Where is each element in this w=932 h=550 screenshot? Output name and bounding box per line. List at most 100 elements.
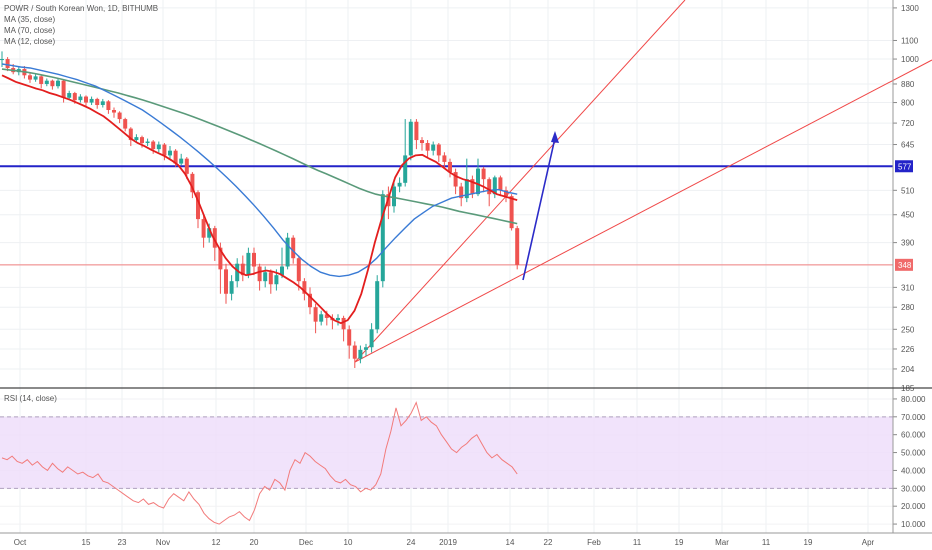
candle-body — [33, 76, 38, 80]
x-tick-label: Mar — [715, 538, 729, 547]
candle-body — [112, 110, 116, 113]
candle-body — [0, 59, 4, 61]
y-tick-label: 226 — [901, 345, 915, 354]
x-tick-label: 24 — [407, 538, 416, 547]
candle-body — [347, 329, 352, 346]
rsi-band-fill — [0, 416, 893, 489]
candle-body — [67, 93, 72, 98]
candle-body — [453, 172, 458, 187]
x-tick-label: 10 — [344, 538, 353, 547]
candle-body — [173, 150, 178, 164]
candle-body — [380, 194, 385, 282]
candle-body — [179, 158, 184, 164]
ma70-line — [1, 68, 518, 225]
candle-body — [72, 93, 77, 101]
x-tick-label: Oct — [14, 538, 27, 547]
candle-body — [106, 101, 111, 111]
candle-body — [420, 140, 424, 144]
candle-body — [408, 121, 413, 156]
rsi-tick-label: 30.000 — [901, 484, 926, 493]
rsi-tick-label: 80.000 — [901, 395, 926, 404]
candle-body — [156, 144, 161, 150]
y-tick-label: 250 — [901, 325, 915, 334]
x-tick-label: 11 — [762, 538, 771, 547]
legend-rsi: RSI (14, close) — [4, 394, 57, 403]
candle-body — [274, 275, 279, 285]
y-tick-label: 1100 — [901, 36, 919, 45]
candle-body — [498, 177, 503, 191]
rsi-tick-label: 60.000 — [901, 431, 926, 440]
y-tick-label: 1000 — [901, 55, 919, 64]
candle-body — [190, 173, 195, 193]
price-tags: 577 348 — [895, 160, 913, 271]
x-tick-label: 12 — [212, 538, 221, 547]
candle-body — [341, 317, 346, 330]
arrow-head — [551, 131, 559, 143]
arrow-shaft — [522, 137, 556, 281]
trendline-steep — [354, 0, 686, 363]
y-tick-label: 510 — [901, 186, 915, 195]
legend-ma70: MA (70, close) — [4, 26, 56, 35]
projection-arrow — [522, 131, 559, 281]
candle-body — [487, 179, 492, 195]
x-tick-label: Dec — [299, 538, 313, 547]
candle-body — [240, 263, 245, 276]
candle-body — [229, 281, 234, 294]
candle-body — [392, 186, 396, 207]
x-tick-label: Feb — [587, 538, 601, 547]
candle-body — [196, 192, 200, 220]
candle-body — [95, 98, 100, 106]
candle-body — [212, 228, 217, 248]
candle-body — [476, 168, 480, 195]
rsi-tick-label: 20.000 — [901, 502, 926, 511]
y-tick-label: 450 — [901, 211, 915, 220]
chart-title: POWR / South Korean Won, 1D, BITHUMB — [4, 4, 159, 13]
candle-body — [50, 80, 55, 87]
candle-body — [285, 237, 290, 267]
moving-averages — [1, 63, 518, 325]
candle-body — [425, 143, 430, 151]
candle-body — [252, 252, 256, 267]
candle-body — [509, 196, 514, 229]
candle-body — [319, 314, 324, 322]
candle-body — [313, 307, 318, 322]
candle-body — [268, 272, 273, 285]
price-tag-red-label: 348 — [898, 261, 912, 270]
candle-body — [291, 237, 296, 259]
candle-body — [397, 182, 402, 187]
candle-body — [442, 155, 447, 162]
horizontal-levels — [0, 165, 893, 266]
candle-body — [246, 252, 251, 276]
candle-body — [492, 177, 497, 195]
rsi-tick-label: 40.000 — [901, 466, 926, 475]
candle-body — [123, 119, 128, 129]
candle-body — [352, 345, 357, 359]
candle-body — [470, 179, 475, 195]
candle-body — [100, 101, 105, 106]
legend-ma12: MA (12, close) — [4, 37, 56, 46]
candle-body — [302, 281, 307, 294]
candle-body — [56, 80, 60, 87]
y-tick-label: 800 — [901, 99, 915, 108]
x-tick-label: 19 — [675, 538, 684, 547]
rsi-band — [0, 416, 893, 489]
rsi-tick-label: 70.000 — [901, 413, 926, 422]
trendlines — [354, 0, 932, 363]
candlestick-series — [0, 51, 520, 368]
candle-body — [218, 247, 223, 270]
candle-body — [375, 281, 380, 330]
rsi-tick-label: 10.000 — [901, 520, 926, 529]
candle-body — [162, 144, 167, 156]
y-tick-label: 310 — [901, 283, 915, 292]
candle-body — [145, 141, 150, 144]
candle-body — [128, 128, 133, 141]
candle-body — [364, 347, 368, 350]
rsi-tick-label: 50.000 — [901, 449, 926, 458]
candle-body — [263, 272, 268, 282]
candle-body — [464, 179, 469, 199]
candle-body — [168, 150, 172, 156]
candle-body — [134, 137, 139, 141]
candle-body — [89, 98, 94, 103]
